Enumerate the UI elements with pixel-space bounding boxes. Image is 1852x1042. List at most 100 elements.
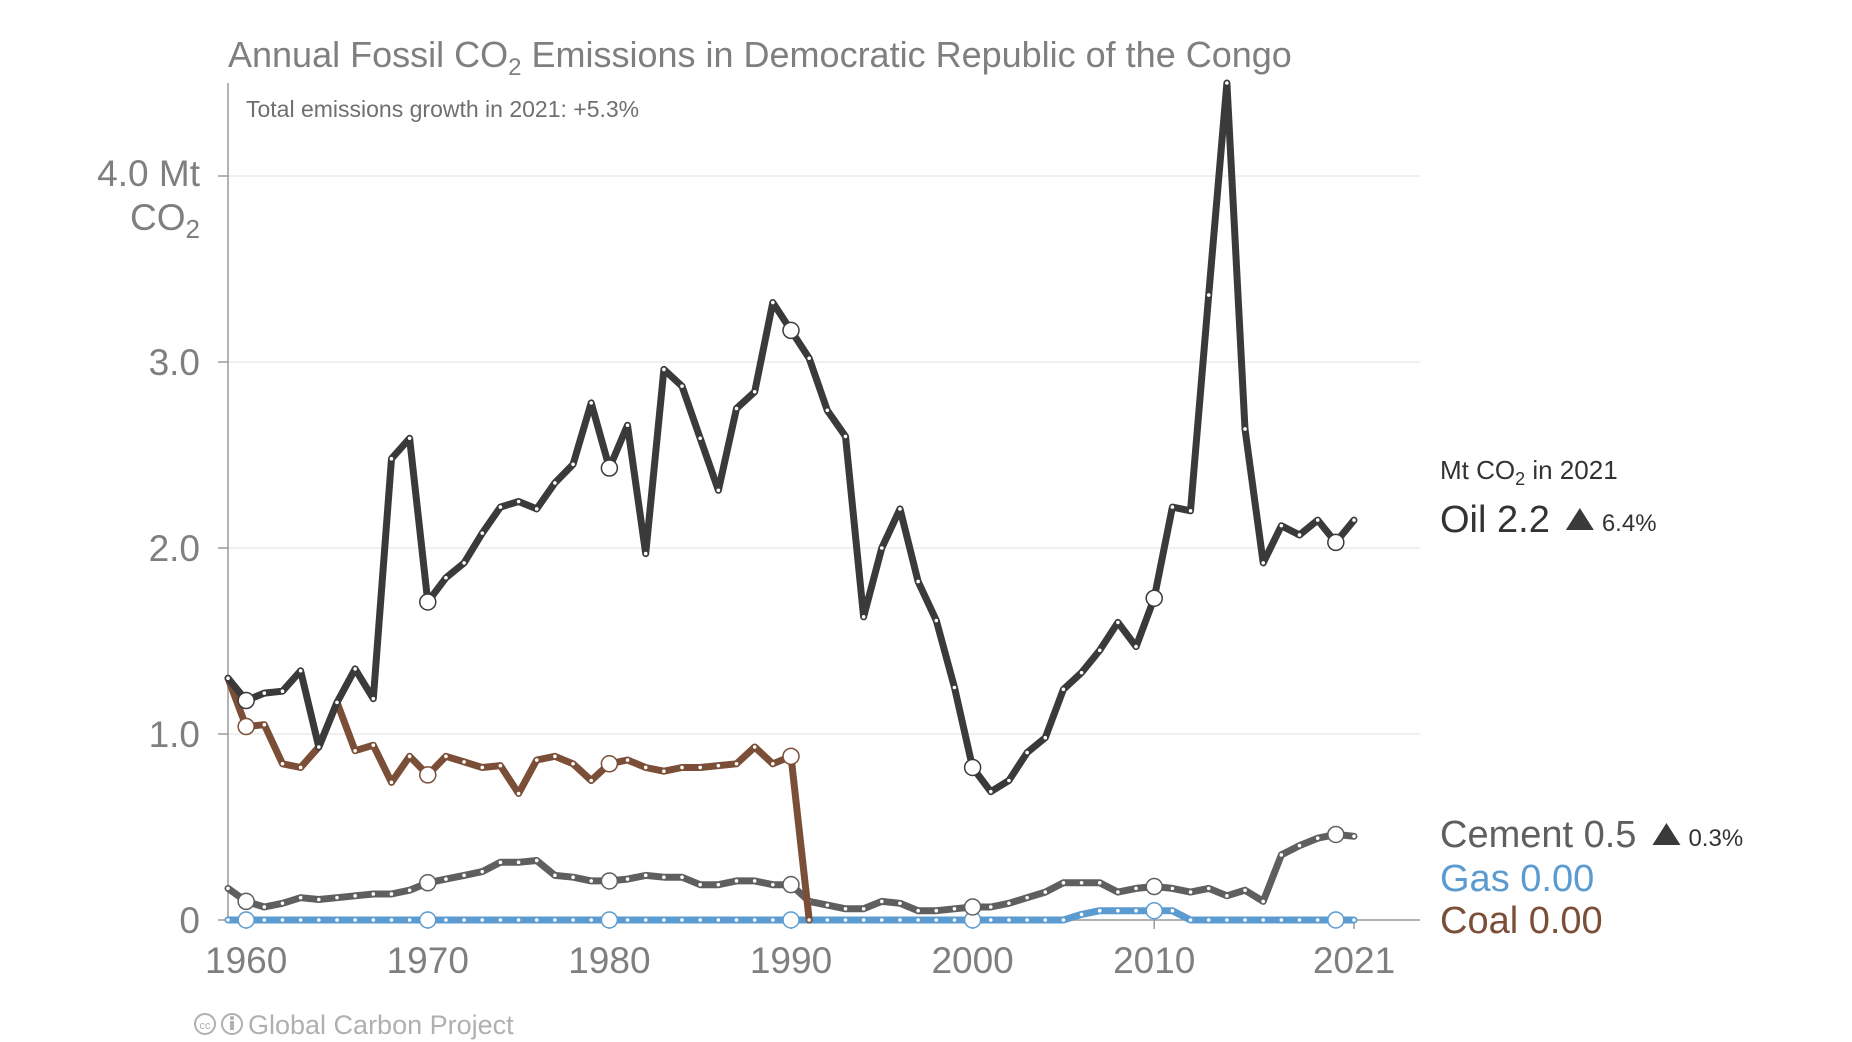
series-line-cement [224, 830, 1358, 915]
point-coal-1962 [280, 761, 285, 766]
point-gas-1987 [734, 918, 739, 922]
x-tick-label-3: 1990 [750, 940, 832, 981]
legend-label-cement: Cement 0.5 [1440, 814, 1636, 856]
point-cement-1975 [516, 860, 521, 865]
point-cement-2003 [1025, 895, 1029, 900]
point-oil-1986 [716, 488, 721, 493]
point-gas-1976 [534, 918, 539, 922]
point-oil-1994 [861, 615, 866, 619]
point-cement-1968 [389, 892, 394, 896]
point-coal-1970 [419, 766, 437, 784]
point-gas-1999 [952, 918, 957, 922]
point-cement-1977 [553, 873, 557, 878]
point-oil-1961 [262, 691, 267, 695]
point-cement-2010 [1145, 877, 1163, 896]
point-cement-2005 [1061, 881, 1066, 885]
point-cement-1989 [771, 882, 775, 887]
point-cement-1959 [226, 886, 230, 891]
point-gas-1973 [480, 918, 485, 922]
point-cement-2018 [1297, 843, 1302, 848]
point-oil-1964 [317, 745, 321, 749]
point-oil-1988 [752, 389, 757, 394]
x-axis-ticks: 1960 1970 1980 1990 2000 2010 2021 [205, 920, 1395, 981]
point-coal-1974 [498, 763, 503, 768]
point-gas-2011 [1170, 908, 1175, 913]
point-coal-1981 [625, 758, 630, 762]
point-oil-1972 [462, 561, 466, 565]
point-coal-1980 [600, 755, 619, 773]
point-gas-1986 [716, 918, 721, 922]
point-coal-1975 [516, 791, 521, 796]
point-gas-1995 [880, 918, 884, 922]
point-gas-2009 [1134, 908, 1138, 913]
point-oil-1963 [298, 668, 303, 673]
point-gas-2001 [988, 918, 993, 922]
gridlines [228, 175, 1420, 735]
point-oil-1974 [498, 505, 503, 509]
point-coal-1988 [752, 745, 757, 749]
point-oil-1968 [389, 456, 394, 461]
point-gas-1959 [226, 918, 230, 922]
point-oil-2014 [1225, 81, 1229, 85]
point-gas-2014 [1225, 918, 1229, 922]
point-cement-1984 [680, 875, 684, 880]
point-oil-1991 [807, 356, 811, 361]
point-gas-1989 [771, 918, 775, 922]
point-gas-1981 [625, 918, 630, 922]
point-oil-1987 [734, 406, 739, 411]
point-gas-1975 [516, 918, 521, 922]
point-coal-1973 [480, 765, 485, 770]
point-cement-2004 [1043, 890, 1048, 894]
point-oil-1982 [643, 551, 648, 556]
point-oil-1960 [237, 691, 255, 710]
point-gas-2017 [1279, 918, 1284, 922]
point-cement-2020 [1327, 825, 1345, 844]
point-coal-1991 [807, 918, 811, 922]
point-coal-1961 [262, 722, 267, 727]
point-gas-2008 [1116, 908, 1120, 913]
point-cement-2014 [1225, 894, 1229, 898]
point-gas-2012 [1188, 918, 1193, 922]
point-cement-1990 [782, 875, 800, 894]
point-cement-1992 [825, 903, 830, 907]
point-gas-1966 [353, 918, 357, 922]
point-oil-2010 [1145, 589, 1163, 607]
point-coal-1986 [716, 763, 721, 768]
point-cement-1981 [625, 877, 630, 881]
point-gas-1970 [419, 911, 437, 929]
series-gas [224, 901, 1358, 929]
point-cement-2019 [1315, 836, 1320, 840]
point-gas-2016 [1261, 918, 1265, 922]
point-oil-1999 [952, 685, 957, 690]
legend-header: Mt CO2 in 2021 [1440, 455, 1618, 489]
point-coal-1976 [534, 758, 539, 762]
point-cement-1960 [237, 892, 255, 911]
point-cement-2007 [1097, 881, 1102, 885]
point-gas-1990 [782, 911, 800, 929]
point-cement-1967 [371, 892, 376, 896]
series-cement [224, 825, 1358, 916]
point-oil-1989 [771, 300, 775, 305]
point-oil-2012 [1188, 509, 1193, 513]
point-gas-1964 [317, 918, 321, 922]
point-cement-1987 [734, 879, 739, 883]
y-tick-label-1: 1.0 [149, 714, 200, 755]
point-oil-1970 [419, 593, 437, 611]
point-oil-1976 [534, 507, 539, 511]
point-oil-2001 [988, 789, 993, 794]
point-cement-1974 [498, 860, 503, 865]
credit-text: Global Carbon Project [248, 1010, 514, 1040]
y-axis-unit-label: 4.0 Mt [97, 153, 201, 194]
point-coal-1966 [353, 748, 357, 753]
point-gas-2020 [1327, 911, 1345, 929]
point-cement-1961 [262, 905, 267, 909]
point-cement-1978 [571, 875, 575, 880]
point-oil-2002 [1007, 778, 1011, 783]
point-coal-1979 [589, 778, 594, 783]
point-coal-1963 [298, 765, 303, 770]
point-cement-1962 [280, 901, 285, 906]
point-oil-1975 [516, 499, 521, 504]
point-oil-1996 [898, 507, 902, 511]
axes [227, 83, 1420, 921]
point-gas-2021 [1352, 918, 1356, 922]
